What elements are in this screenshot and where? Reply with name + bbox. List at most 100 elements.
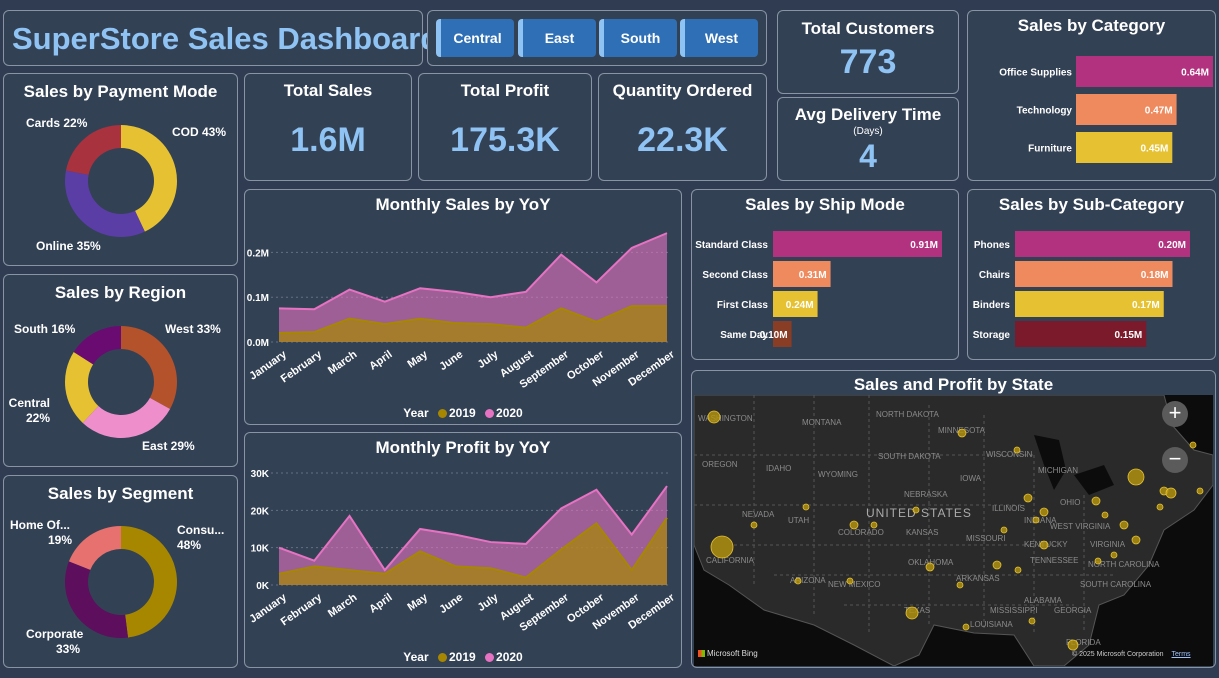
bar[interactable] [1076, 94, 1177, 125]
state-bubble[interactable] [1196, 487, 1204, 495]
state-bubble[interactable] [1165, 487, 1177, 499]
ship-mode-bar-chart[interactable]: Standard Class 0.91M Second Class 0.31M Firs… [692, 190, 960, 361]
bar[interactable] [773, 321, 792, 347]
area-series-2019 [279, 517, 667, 585]
state-label: SOUTH DAKOTA [878, 452, 941, 461]
donut-slice-west[interactable] [121, 326, 178, 409]
state-bubble[interactable] [794, 577, 802, 585]
state-bubble[interactable] [956, 581, 964, 589]
legend-label-2020: 2020 [496, 650, 523, 664]
donut-slice-cards[interactable] [65, 125, 121, 175]
state-label: NORTH CAROLINA [1088, 560, 1160, 569]
bar-value-label: 0.17M [1132, 300, 1160, 311]
zoom-out-button[interactable]: − [1162, 447, 1188, 473]
terms-link[interactable]: Terms [1171, 651, 1191, 658]
kpi-label: Total Profit [460, 81, 550, 100]
zoom-in-button[interactable]: + [1162, 401, 1188, 427]
donut-slice-east[interactable] [82, 397, 171, 438]
donut-slice-home-of[interactable] [68, 526, 121, 570]
state-bubble[interactable] [707, 410, 721, 424]
slice-label: Consu... [177, 523, 224, 537]
donut-slice-consu[interactable] [121, 526, 178, 638]
state-bubble[interactable] [846, 577, 854, 585]
bar-category-label: Office Supplies [999, 68, 1072, 79]
state-bubble[interactable] [1067, 639, 1079, 651]
donut-slice-corporate[interactable] [65, 561, 129, 638]
donut-slice-central[interactable] [64, 351, 99, 423]
state-bubble[interactable] [849, 520, 859, 530]
state-label: KANSAS [906, 528, 938, 537]
state-bubble[interactable] [992, 560, 1002, 570]
slice-pct: 22% [26, 411, 50, 425]
kpi-value: 22.3K [637, 121, 728, 159]
state-bubble[interactable] [1013, 446, 1021, 454]
bing-logo: Microsoft Bing [698, 649, 758, 658]
kpi-value: 773 [839, 43, 897, 81]
state-label: OREGON [702, 460, 738, 469]
state-bubble[interactable] [962, 623, 970, 631]
bar[interactable] [1076, 132, 1173, 163]
bar[interactable] [773, 231, 942, 257]
slicer-west-button[interactable]: West [680, 19, 758, 57]
bing-icon [698, 650, 705, 657]
state-bubble[interactable] [1127, 468, 1145, 486]
state-bubble[interactable] [905, 606, 919, 620]
state-bubble[interactable] [1119, 520, 1129, 530]
bar-category-label: Binders [973, 300, 1011, 311]
bar[interactable] [1015, 291, 1164, 317]
state-bubble[interactable] [1039, 507, 1049, 517]
slice-label: East 29% [142, 439, 195, 453]
state-bubble[interactable] [1000, 526, 1008, 534]
state-bubble[interactable] [957, 428, 967, 438]
bar-value-label: 0.24M [786, 300, 814, 311]
donut-slice-online[interactable] [65, 170, 145, 237]
state-bubble[interactable] [710, 535, 734, 559]
slicer-south-button[interactable]: South [599, 19, 677, 57]
state-bubble[interactable] [1110, 551, 1118, 559]
state-bubble[interactable] [1131, 535, 1141, 545]
state-bubble[interactable] [1014, 566, 1022, 574]
kpi-label: Avg Delivery Time [794, 105, 942, 124]
state-label: INDIANA [1024, 516, 1057, 525]
payment-donut-chart[interactable]: COD 43% Online 35% Cards 22% [4, 74, 239, 267]
bar[interactable] [773, 261, 831, 287]
state-bubble[interactable] [750, 521, 758, 529]
sub-category-bar-chart[interactable]: Phones 0.20M Chairs 0.18M Binders 0.17M Storag… [968, 190, 1217, 361]
state-bubble[interactable] [1023, 493, 1033, 503]
state-bubble[interactable] [1028, 617, 1036, 625]
bar[interactable] [1015, 321, 1147, 347]
kpi-label: Quantity Ordered [612, 81, 753, 100]
state-bubble[interactable] [912, 506, 920, 514]
state-label: NEW MEXICO [828, 580, 880, 589]
state-bubble[interactable] [1091, 496, 1101, 506]
state-bubble[interactable] [925, 562, 935, 572]
state-bubble[interactable] [1094, 557, 1102, 565]
category-bar-chart[interactable]: Office Supplies 0.64M Technology 0.47M Furni… [968, 11, 1217, 182]
bar-value-label: 0.20M [1158, 240, 1186, 251]
state-bubble[interactable] [1101, 511, 1109, 519]
state-bubble[interactable] [1039, 540, 1049, 550]
bar[interactable] [1015, 261, 1173, 287]
state-bubble[interactable] [1156, 503, 1164, 511]
segment-card: Sales by Segment Consu... 48% Corporate 33%… [3, 475, 238, 668]
state-label: VIRGINIA [1090, 540, 1126, 549]
donut-slice-south[interactable] [73, 326, 121, 365]
state-bubble[interactable] [1032, 516, 1040, 524]
state-bubble[interactable] [802, 503, 810, 511]
chart-title: Sales by Payment Mode [23, 82, 218, 101]
bar[interactable] [773, 291, 818, 317]
slicer-east-button[interactable]: East [518, 19, 596, 57]
donut-slice-cod[interactable] [121, 125, 178, 232]
x-tick-label: May [406, 348, 431, 371]
slicer-central-button[interactable]: Central [436, 19, 514, 57]
bar[interactable] [1015, 231, 1190, 257]
bar[interactable] [1076, 56, 1213, 87]
state-bubble[interactable] [1189, 441, 1197, 449]
state-bubble[interactable] [870, 521, 878, 529]
